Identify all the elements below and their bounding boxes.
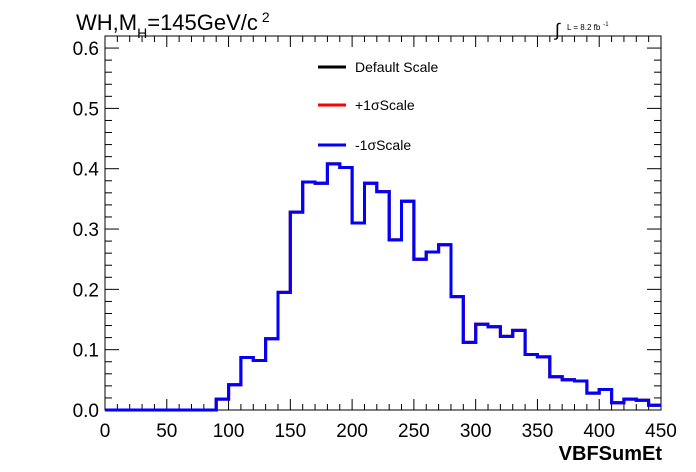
y-tick-label: 0.5 [73,99,99,120]
y-tick-label: 0.2 [73,280,99,301]
y-tick-label: 0.1 [73,341,99,362]
series-line-0 [105,162,661,412]
series-line-1 [105,162,661,412]
x-tick-label: 350 [522,421,554,442]
series-line-2 [105,162,661,412]
x-axis-label: VBFSumEt [559,443,663,465]
chart-title-suffix: =145GeV/c [147,10,258,35]
chart-title: WH,MH=145GeV/c 2 [76,9,270,41]
x-tick-label: 0 [100,421,111,442]
y-tick-label: 0.3 [73,220,99,241]
plot-frame [104,35,662,411]
legend-label-1: +1σScale [355,97,415,113]
integral-sign: ∫ [553,20,561,40]
luminosity-superscript: -1 [603,22,609,28]
chart-title-prefix: WH,M [76,10,137,35]
x-tick-label: 300 [460,421,492,442]
legend-label-0: Default Scale [355,59,438,75]
x-tick-label: 200 [336,421,368,442]
luminosity-label: L = 8.2 fb -1 [567,22,609,32]
legend-label-2: -1σScale [355,137,411,153]
x-tick-label: 150 [274,421,306,442]
y-tick-label: 0.6 [73,39,99,60]
y-tick-label: 0.0 [73,401,99,422]
axis-ticks: 0 50 100 150 200 250 300 350 400 450 0.0 0.1 0.2 0.3 0… [73,35,677,442]
x-tick-label: 50 [156,421,177,442]
x-tick-label: 400 [583,421,615,442]
chart-title-superscript: 2 [262,9,270,25]
series-group [105,162,661,412]
x-tick-label: 100 [213,421,245,442]
x-tick-label: 450 [645,421,677,442]
chart-title-subscript: H [137,25,147,41]
x-tick-label: 250 [398,421,430,442]
y-tick-label: 0.4 [73,160,100,181]
legend: Default Scale +1σScale -1σScale [318,59,438,153]
luminosity-text: L = 8.2 fb [567,23,601,32]
